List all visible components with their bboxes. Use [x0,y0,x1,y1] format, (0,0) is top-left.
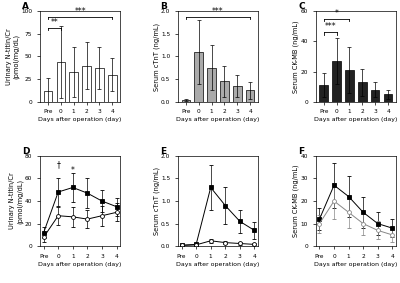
Bar [345,70,354,102]
Bar [44,91,52,102]
Text: ***: *** [324,22,336,31]
Text: B: B [160,2,167,11]
X-axis label: Days after operation (day): Days after operation (day) [176,117,260,122]
Text: E: E [160,147,166,156]
Y-axis label: Serum CK-MB (ng/mL): Serum CK-MB (ng/mL) [293,165,299,237]
Y-axis label: Serum cTnT (ng/mL): Serum cTnT (ng/mL) [153,22,160,91]
Text: A: A [22,2,29,11]
Bar [384,94,392,102]
Bar [82,66,91,102]
Bar [56,62,65,102]
Bar [95,68,104,102]
Y-axis label: Urinary N-titin/Cr
(pmol/mg/dL): Urinary N-titin/Cr (pmol/mg/dL) [6,28,20,85]
X-axis label: Days after operation (day): Days after operation (day) [38,261,122,267]
Text: D: D [22,147,30,156]
Bar [320,85,328,102]
Text: **: ** [50,18,58,27]
X-axis label: Days after operation (day): Days after operation (day) [176,261,260,267]
Y-axis label: Serum CK-MB (ng/mL): Serum CK-MB (ng/mL) [293,20,299,93]
Bar [207,68,216,102]
Text: ***: *** [212,7,224,16]
Bar [358,82,366,102]
Text: F: F [298,147,304,156]
Bar [220,81,229,102]
Bar [246,90,254,102]
Bar [194,52,203,102]
Y-axis label: Serum cTnT (ng/mL): Serum cTnT (ng/mL) [153,167,160,235]
Bar [233,86,242,102]
Text: †: † [56,160,60,170]
Text: ***: *** [74,7,86,16]
Text: C: C [298,2,305,11]
Bar [332,61,341,102]
Bar [371,90,380,102]
X-axis label: Days after operation (day): Days after operation (day) [38,117,122,122]
Text: *: * [335,9,338,18]
X-axis label: Days after operation (day): Days after operation (day) [314,117,398,122]
Bar [182,100,190,102]
Y-axis label: Urinary N-titin/Cr
(pmol/mg/dL): Urinary N-titin/Cr (pmol/mg/dL) [10,173,24,230]
Bar [108,74,116,102]
X-axis label: Days after operation (day): Days after operation (day) [314,261,398,267]
Text: *: * [71,166,75,175]
Bar [70,72,78,102]
